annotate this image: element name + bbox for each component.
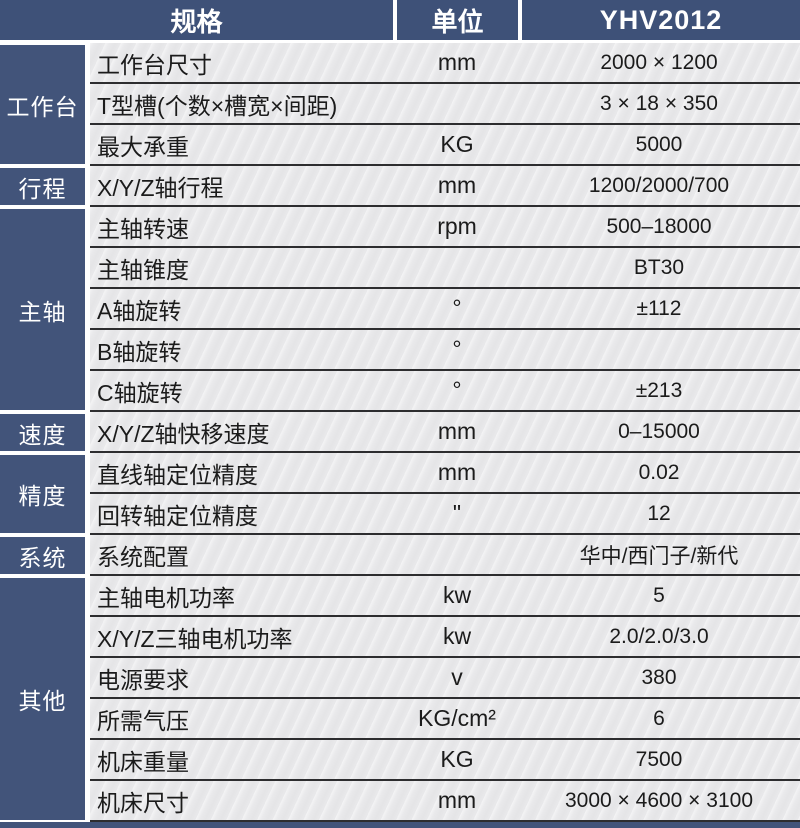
category-cell: 工作台 xyxy=(0,45,85,164)
spec-name: 最大承重 xyxy=(97,133,189,160)
spec-grid: 工作台 工作台尺寸 mm 2000 × 1200 T型槽(个数×槽宽×间距) 3 × 18… xyxy=(0,43,800,822)
header-divider xyxy=(518,0,522,40)
spec-value: BT30 xyxy=(633,255,685,279)
spec-name: A轴旋转 xyxy=(97,297,182,324)
spec-value: ±112 xyxy=(636,296,682,320)
spec-unit: mm xyxy=(437,787,477,813)
category-cell: 主轴 xyxy=(0,209,85,410)
spec-unit: " xyxy=(452,500,462,526)
spec-unit: mm xyxy=(437,49,477,75)
spec-row: 工作台尺寸 mm 2000 × 1200 xyxy=(90,43,800,84)
spec-row: X/Y/Z轴行程 mm 1200/2000/700 xyxy=(90,166,800,207)
header-unit: 单位 xyxy=(397,0,518,40)
category-cell: 行程 xyxy=(0,168,85,205)
spec-row: 机床重量 KG 7500 xyxy=(90,740,800,781)
spec-value: 380 xyxy=(641,665,677,689)
spec-unit: ° xyxy=(452,336,462,362)
spec-unit: mm xyxy=(437,172,477,198)
spec-row: 直线轴定位精度 mm 0.02 xyxy=(90,453,800,494)
spec-value: 3000 × 4600 × 3100 xyxy=(564,788,753,812)
category-cell: 精度 xyxy=(0,455,85,533)
spec-row: T型槽(个数×槽宽×间距) 3 × 18 × 350 xyxy=(90,84,800,125)
spec-name: X/Y/Z轴行程 xyxy=(97,174,224,201)
spec-row: 回转轴定位精度 " 12 xyxy=(90,494,800,535)
spec-name: T型槽(个数×槽宽×间距) xyxy=(97,92,338,119)
spec-value: 5000 xyxy=(635,132,683,156)
spec-row: 系统配置 华中/西门子/新代 xyxy=(90,535,800,576)
spec-value: 3 × 18 × 350 xyxy=(600,91,718,115)
spec-name: 工作台尺寸 xyxy=(97,51,212,78)
spec-value: 2.0/2.0/3.0 xyxy=(609,624,709,648)
category-cell: 其他 xyxy=(0,578,85,820)
spec-unit: mm xyxy=(437,418,477,444)
spec-unit: v xyxy=(451,664,463,690)
category-cell: 速度 xyxy=(0,414,85,451)
spec-unit: KG xyxy=(440,746,474,772)
spec-name: 主轴电机功率 xyxy=(97,584,235,611)
header-model: YHV2012 xyxy=(522,0,800,40)
footer-bar xyxy=(0,822,800,828)
spec-name: 机床尺寸 xyxy=(97,789,189,816)
spec-row: A轴旋转 ° ±112 xyxy=(90,289,800,330)
spec-name: 主轴转速 xyxy=(97,215,189,242)
spec-value: 7500 xyxy=(635,747,683,771)
spec-name: 主轴锥度 xyxy=(97,256,189,283)
spec-unit: KG xyxy=(440,131,474,157)
spec-name: 回转轴定位精度 xyxy=(97,502,258,529)
spec-row: X/Y/Z轴快移速度 mm 0–15000 xyxy=(90,412,800,453)
spec-value: 500–18000 xyxy=(606,214,712,238)
spec-unit: kw xyxy=(442,582,472,608)
spec-value: 12 xyxy=(647,501,671,525)
spec-row: 主轴转速 rpm 500–18000 xyxy=(90,207,800,248)
spec-value: ±213 xyxy=(635,378,683,402)
spec-name: C轴旋转 xyxy=(97,379,183,406)
spec-row: 主轴锥度 BT30 xyxy=(90,248,800,289)
spec-row: 机床尺寸 mm 3000 × 4600 × 3100 xyxy=(90,781,800,822)
spec-name: 所需气压 xyxy=(97,707,189,734)
spec-row: C轴旋转 ° ±213 xyxy=(90,371,800,412)
spec-value: 1200/2000/700 xyxy=(588,173,730,197)
spec-unit: mm xyxy=(437,459,477,485)
spec-row: 最大承重 KG 5000 xyxy=(90,125,800,166)
spec-name: B轴旋转 xyxy=(97,338,182,365)
spec-value: 5 xyxy=(653,583,665,607)
spec-unit: ° xyxy=(452,295,462,321)
spec-unit: KG/cm² xyxy=(418,705,496,731)
spec-unit: ° xyxy=(452,377,462,403)
spec-row: 主轴电机功率 kw 5 xyxy=(90,576,800,617)
spec-name: 直线轴定位精度 xyxy=(97,461,258,488)
spec-value: 0–15000 xyxy=(618,419,700,443)
spec-value: 华中/西门子/新代 xyxy=(579,544,739,568)
spec-value: 0.02 xyxy=(638,460,680,484)
category-cell: 系统 xyxy=(0,537,85,574)
spec-name: X/Y/Z轴快移速度 xyxy=(97,420,270,447)
spec-name: 电源要求 xyxy=(97,666,189,693)
spec-row: B轴旋转 ° xyxy=(90,330,800,371)
spec-name: 机床重量 xyxy=(97,748,189,775)
spec-name: X/Y/Z三轴电机功率 xyxy=(97,625,293,652)
spec-unit: rpm xyxy=(437,213,477,239)
spec-unit: kw xyxy=(442,623,472,649)
spec-row: 所需气压 KG/cm² 6 xyxy=(90,699,800,740)
spec-value: 6 xyxy=(653,706,665,730)
header-spec: 规格 xyxy=(0,0,393,40)
table-header-row: 规格 单位 YHV2012 xyxy=(0,0,800,40)
spec-row: 电源要求 v 380 xyxy=(90,658,800,699)
header-divider xyxy=(393,0,397,40)
spec-value: 2000 × 1200 xyxy=(600,50,718,74)
spec-row: X/Y/Z三轴电机功率 kw 2.0/2.0/3.0 xyxy=(90,617,800,658)
spec-name: 系统配置 xyxy=(97,543,189,570)
